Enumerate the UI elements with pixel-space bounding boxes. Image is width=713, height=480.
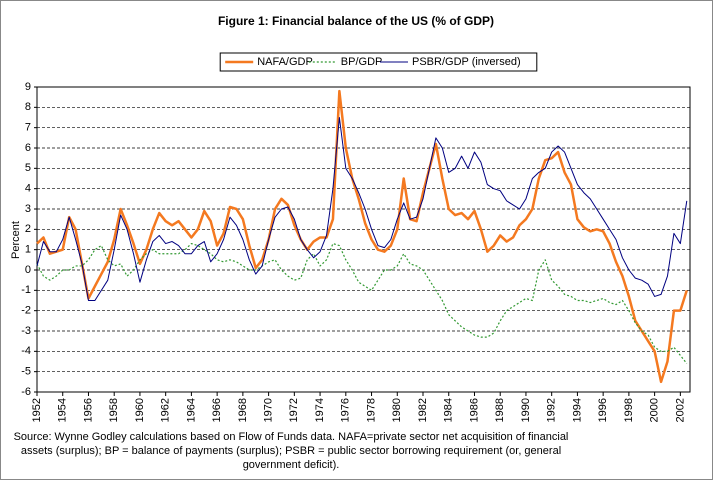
x-tick-label: 1960 (134, 398, 146, 422)
x-tick-label: 1952 (31, 398, 43, 422)
x-tick-label: 1990 (520, 398, 532, 422)
plot-area (36, 86, 691, 393)
x-tick-label: 1998 (623, 398, 635, 422)
x-tick-label: 1986 (468, 398, 480, 422)
x-tick-label: 1994 (571, 398, 583, 422)
y-tick-label: 7 (25, 122, 31, 134)
y-tick-label: 4 (25, 183, 31, 195)
x-tick-label: 1974 (314, 398, 326, 422)
source-note: Source: Wynne Godley calculations based … (14, 431, 569, 443)
x-tick-label: 1954 (57, 398, 69, 422)
y-tick-label: -6 (21, 386, 31, 398)
source-note: government deficit). (243, 459, 340, 471)
x-tick-label: 1980 (391, 398, 403, 422)
x-tick-label: 1972 (288, 398, 300, 422)
x-tick-label: 1962 (160, 398, 172, 422)
x-tick-label: 1982 (417, 398, 429, 422)
x-tick-label: 1968 (237, 398, 249, 422)
y-tick-label: -2 (21, 305, 31, 317)
x-tick-label: 1958 (108, 398, 120, 422)
y-tick-label: -4 (21, 345, 31, 357)
y-axis-label: Percent (10, 221, 22, 259)
y-tick-label: 0 (25, 264, 31, 276)
y-tick-label: 6 (25, 142, 31, 154)
legend-box (219, 52, 538, 72)
x-tick-label: 1992 (546, 398, 558, 422)
x-tick-label: 1978 (365, 398, 377, 422)
x-tick-label: 1956 (82, 398, 94, 422)
x-tick-label: 2002 (674, 398, 686, 422)
y-tick-label: -5 (21, 366, 31, 378)
chart-title: Figure 1: Financial balance of the US (%… (218, 14, 494, 28)
y-tick-label: 8 (25, 101, 31, 113)
legend-label: BP/GDP (341, 56, 383, 68)
x-tick-label: 1996 (597, 398, 609, 422)
series-line (36, 117, 688, 301)
x-tick-label: 1988 (494, 398, 506, 422)
x-tick-label: 1966 (211, 398, 223, 422)
y-tick-label: 9 (25, 81, 31, 93)
series-line (36, 242, 688, 364)
y-tick-label: 2 (25, 223, 31, 235)
x-tick-label: 2000 (649, 398, 661, 422)
y-tick-label: -3 (21, 325, 31, 337)
y-tick-label: 5 (25, 162, 31, 174)
legend-label: PSBR/GDP (inversed) (412, 56, 521, 68)
source-note: assets (surplus); BP = balance of paymen… (21, 445, 561, 457)
y-tick-label: 3 (25, 203, 31, 215)
x-tick-label: 1964 (185, 398, 197, 422)
y-tick-label: 1 (25, 244, 31, 256)
y-tick-label: -1 (21, 284, 31, 296)
x-tick-label: 1976 (340, 398, 352, 422)
series-line (36, 89, 688, 384)
x-tick-label: 1984 (443, 398, 455, 422)
x-tick-label: 1970 (263, 398, 275, 422)
legend-label: NAFA/GDP (257, 56, 313, 68)
